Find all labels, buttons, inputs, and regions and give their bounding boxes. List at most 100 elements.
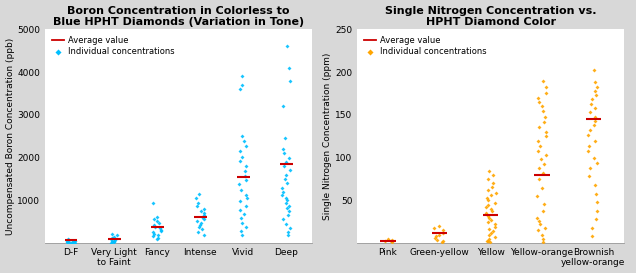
Point xyxy=(148,234,158,239)
Point xyxy=(234,182,244,186)
Point xyxy=(237,216,247,221)
Point xyxy=(111,233,121,238)
Point xyxy=(534,100,544,104)
Point xyxy=(235,149,245,153)
Title: Boron Concentration in Colorless to
Blue HPHT Diamonds (Variation in Tone): Boron Concentration in Colorless to Blue… xyxy=(53,5,304,27)
Title: Single Nitrogen Concentration vs.
HPHT Diamond Color: Single Nitrogen Concentration vs. HPHT D… xyxy=(385,5,597,27)
Point xyxy=(488,173,498,177)
Point xyxy=(483,219,493,224)
Point xyxy=(585,110,595,114)
Point xyxy=(483,239,493,244)
Point xyxy=(490,235,501,239)
Point xyxy=(432,238,443,242)
Point xyxy=(541,134,551,138)
Point xyxy=(590,138,600,143)
Point xyxy=(279,104,289,108)
Point xyxy=(490,222,501,227)
Point xyxy=(484,233,494,238)
Point xyxy=(484,169,494,174)
Y-axis label: Single Nitrogen Concentration (ppm): Single Nitrogen Concentration (ppm) xyxy=(323,53,332,220)
Point xyxy=(277,193,287,197)
Point xyxy=(281,221,291,226)
Point xyxy=(438,228,448,233)
Point xyxy=(236,229,246,233)
Point xyxy=(108,239,118,244)
Point xyxy=(193,219,203,223)
Point xyxy=(69,240,80,244)
Point xyxy=(242,196,252,200)
Point xyxy=(198,207,209,211)
Point xyxy=(539,202,549,206)
Point xyxy=(279,136,289,140)
Point xyxy=(586,234,597,239)
Point xyxy=(487,185,497,189)
Point xyxy=(538,240,548,245)
Point xyxy=(434,224,445,228)
Point xyxy=(107,239,118,243)
Point xyxy=(590,80,600,85)
Point xyxy=(541,130,551,134)
Point xyxy=(481,238,492,243)
Point xyxy=(538,209,548,213)
Point xyxy=(532,215,543,220)
Point xyxy=(590,119,600,123)
Point xyxy=(534,177,544,181)
Point xyxy=(148,200,158,205)
Point xyxy=(235,159,245,163)
Point xyxy=(486,231,496,235)
Point xyxy=(62,240,73,245)
Point xyxy=(107,240,118,245)
Y-axis label: Uncompensated Boron Concentration (ppb): Uncompensated Boron Concentration (ppb) xyxy=(6,38,15,235)
Point xyxy=(591,217,601,221)
Point xyxy=(152,215,162,219)
Point xyxy=(106,232,116,236)
Point xyxy=(241,144,251,148)
Point xyxy=(429,225,439,230)
Point xyxy=(155,226,165,230)
Point xyxy=(240,164,251,168)
Point xyxy=(583,149,593,153)
Point xyxy=(483,203,494,207)
Point xyxy=(241,225,251,229)
Point xyxy=(284,225,294,230)
Point xyxy=(149,232,160,236)
Point xyxy=(532,194,542,198)
Point xyxy=(484,227,494,231)
Point xyxy=(485,240,495,245)
Point xyxy=(483,177,493,181)
Point xyxy=(536,157,546,162)
Point xyxy=(193,230,204,234)
Point xyxy=(282,230,293,234)
Point xyxy=(240,173,250,178)
Point xyxy=(110,238,120,242)
Point xyxy=(63,240,73,245)
Point xyxy=(537,109,548,114)
Point xyxy=(199,213,209,218)
Point xyxy=(241,203,251,208)
Point xyxy=(239,138,249,143)
Point xyxy=(534,125,544,129)
Point xyxy=(108,235,118,240)
Point xyxy=(281,198,291,203)
Point xyxy=(109,240,120,244)
Point xyxy=(488,181,499,185)
Point xyxy=(65,241,75,245)
Point xyxy=(70,241,80,245)
Point xyxy=(280,196,291,200)
Point xyxy=(533,138,543,143)
Point xyxy=(193,192,204,196)
Point xyxy=(281,173,291,177)
Point xyxy=(198,215,208,220)
Point xyxy=(591,191,601,196)
Point xyxy=(541,90,551,95)
Point xyxy=(490,225,501,229)
Point xyxy=(488,229,498,233)
Point xyxy=(538,171,548,175)
Point xyxy=(280,177,290,181)
Point xyxy=(592,200,602,204)
Point xyxy=(154,221,164,225)
Point xyxy=(281,201,291,205)
Point xyxy=(193,200,203,205)
Point xyxy=(533,96,543,100)
Point xyxy=(280,160,291,164)
